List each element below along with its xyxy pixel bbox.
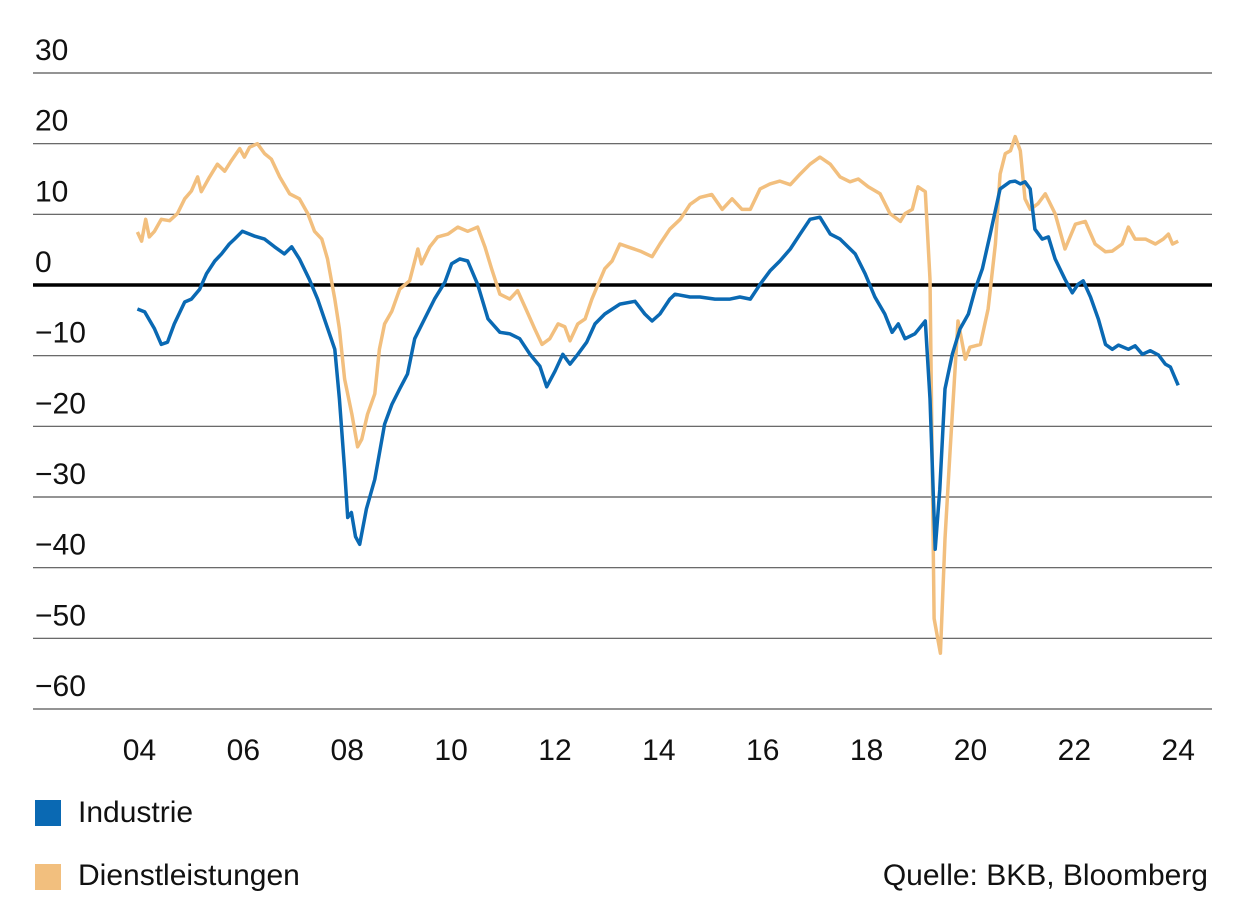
y-tick-label: −60 <box>35 670 86 703</box>
x-tick-label: 22 <box>1058 734 1091 767</box>
x-tick-label: 14 <box>642 734 675 767</box>
y-tick-label: 30 <box>35 34 68 67</box>
legend-label: Dienstleistungen <box>78 859 300 892</box>
x-tick-label: 06 <box>227 734 260 767</box>
x-tick-label: 16 <box>746 734 779 767</box>
grid: −60 −50 −40 −30 −20 −10 0 10 20 30 04 06 08 10 12 14 16 1… <box>33 34 1212 767</box>
x-tick-label: 04 <box>123 734 156 767</box>
legend-swatch <box>35 800 61 826</box>
plot-area <box>135 134 1180 655</box>
source: Quelle: BKB, Bloomberg <box>883 859 1208 892</box>
x-tick-label: 12 <box>538 734 571 767</box>
x-tick-label: 08 <box>331 734 364 767</box>
y-tick-label: −40 <box>35 529 86 562</box>
y-tick-label: −30 <box>35 458 86 491</box>
y-tick-label: −50 <box>35 599 86 632</box>
y-tick-label: 10 <box>35 175 68 208</box>
legend-swatch <box>35 864 61 890</box>
y-tick-label: −20 <box>35 387 86 420</box>
series-line <box>136 179 1180 552</box>
series-line <box>135 134 1179 655</box>
y-tick-label: 20 <box>35 105 68 138</box>
y-tick-label: 0 <box>35 246 52 279</box>
x-tick-label: 10 <box>434 734 467 767</box>
y-tick-label: −10 <box>35 317 86 350</box>
x-tick-label: 18 <box>850 734 883 767</box>
x-tick-label: 24 <box>1162 734 1195 767</box>
legend-label: Industrie <box>78 796 193 829</box>
x-tick-label: 20 <box>954 734 987 767</box>
